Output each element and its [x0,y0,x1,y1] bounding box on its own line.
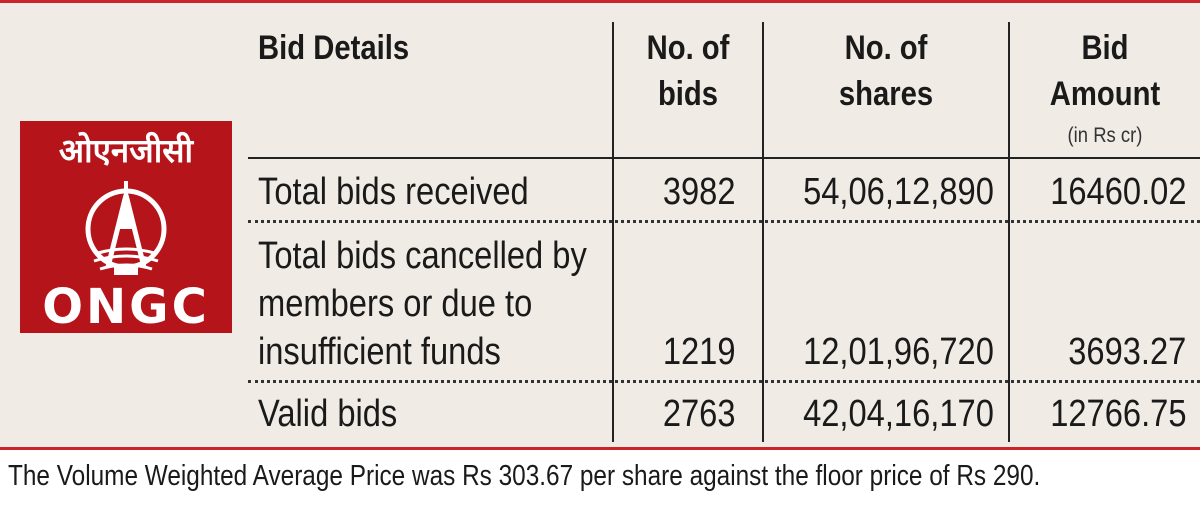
row-total-received-shares: 54,06,12,890 [803,171,994,213]
row-cancelled-bids: 1219 [663,331,736,373]
column-divider [612,22,614,442]
header-no-of-bids-line1: No. of [646,29,730,67]
header-bid-amount-line1: Bid [1081,29,1129,67]
header-no-of-shares-line2: shares [838,75,934,113]
ongc-rig-emblem-icon [85,181,167,275]
row-cancelled-amount: 3693.27 [1067,331,1186,373]
row-valid-shares: 42,04,16,170 [803,393,994,435]
row-total-received-amount: 16460.02 [1049,171,1186,213]
header-no-of-shares-line1: No. of [844,29,928,67]
row-cancelled-label-line2: members or due to [258,283,533,325]
logo-hindi-text: ओएनजीसी [58,131,194,170]
bid-details-table: Bid Details No. of bids No. of shares Bi… [248,6,1200,450]
header-bid-details: Bid Details [258,29,410,67]
row-total-received-bids: 3982 [663,171,736,213]
footer-note: The Volume Weighted Average Price was Rs… [8,460,1041,492]
row-cancelled-label-line1: Total bids cancelled by [258,235,587,277]
ongc-logo: ओएनजीसी ONGC [20,121,232,333]
row-valid-bids: 2763 [663,393,736,435]
row-valid-amount: 12766.75 [1049,393,1186,435]
header-bid-amount-line2: Amount [1049,75,1161,113]
row-valid-label: Valid bids [258,393,398,435]
header-divider [248,157,1200,159]
header-no-of-bids-line2: bids [657,75,719,113]
row-cancelled-shares: 12,01,96,720 [803,331,994,373]
logo-ongc-text: ONGC [42,279,210,335]
row-divider [248,220,1200,223]
bid-details-panel: ओएनजीसी ONGC Bid Details No. of bids No.… [0,0,1200,450]
column-divider [762,22,764,442]
header-bid-amount-unit: (in Rs cr) [1067,124,1143,147]
row-cancelled-label-line3: insufficient funds [258,331,501,373]
row-divider [248,380,1200,383]
column-divider [1008,22,1010,442]
row-total-received-label: Total bids received [258,171,529,213]
